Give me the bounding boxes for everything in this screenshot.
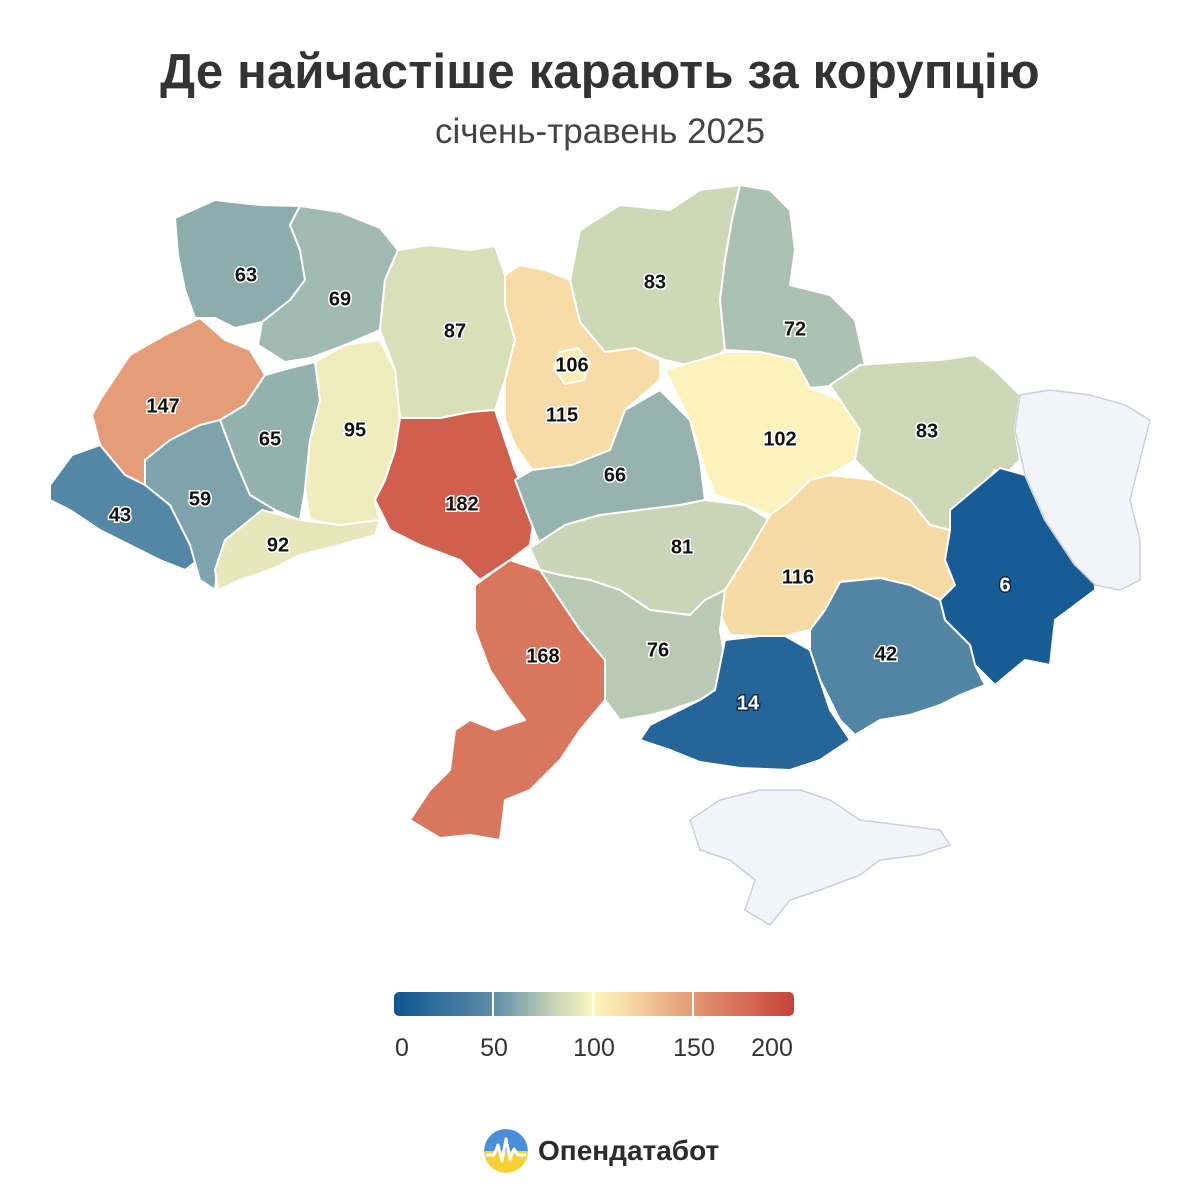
brand-name: Опендатабот: [538, 1135, 720, 1166]
map-value-labels: 63 69 87 115 106 83 72 147 65 95 182 66 102 83 43 59 92 8…: [107, 263, 1012, 716]
map-regions: [49, 184, 1151, 926]
brand: Опендатабот: [484, 1128, 719, 1174]
region-житомирська: [379, 244, 516, 419]
value-label-вінницька: 182: [445, 493, 478, 515]
value-label-чернівецька: 92: [267, 534, 289, 556]
value-label-київська: 115: [546, 404, 578, 426]
value-label-закарпатська: 43: [109, 504, 131, 526]
value-label-дніпропетровська: 116: [782, 566, 814, 588]
value-label-волинська: 63: [235, 264, 257, 286]
value-label-одеська: 168: [526, 645, 559, 667]
legend-label-0: 0: [395, 1034, 409, 1062]
region-херсонська: [639, 635, 851, 771]
value-label-тернопільська: 65: [259, 428, 281, 450]
value-label-рівненська: 69: [329, 288, 351, 310]
ukraine-map: 63 69 87 115 106 83 72 147 65 95 182 66 102 83 43 59 92 8…: [49, 184, 1151, 926]
value-label-львівська: 147: [146, 395, 179, 417]
region-рівненська: [257, 205, 399, 363]
map-subtitle: січень-травень 2025: [435, 112, 765, 151]
value-label-миколаївська: 76: [647, 639, 669, 661]
opendatabot-logo-icon: [484, 1129, 528, 1173]
legend-label-200: 200: [751, 1034, 793, 1062]
value-label-м-київ: 106: [555, 354, 588, 376]
region-луганська: [1014, 389, 1151, 591]
value-label-донецька: 6: [999, 574, 1010, 596]
region-ар-крим: [689, 789, 951, 926]
map-title: Де найчастіше карають за корупцію: [160, 45, 1040, 99]
value-label-полтавська: 102: [763, 428, 796, 450]
value-label-кіровоградська: 81: [671, 536, 693, 558]
value-label-івано-франківська: 59: [189, 488, 211, 510]
value-label-хмельницька: 95: [344, 419, 366, 441]
region-м-київ: [553, 347, 591, 385]
value-label-чернігівська: 83: [644, 271, 666, 293]
legend-tick-mark: [592, 992, 594, 1016]
value-label-сумська: 72: [784, 318, 806, 340]
color-scale-bar: [394, 992, 794, 1016]
legend-label-150: 150: [673, 1034, 715, 1062]
region-чернівецька: [214, 509, 381, 591]
legend-label-100: 100: [573, 1034, 615, 1062]
value-label-запорізька: 42: [875, 643, 897, 665]
legend-label-50: 50: [480, 1034, 508, 1062]
value-label-житомирська: 87: [444, 320, 466, 342]
legend-tick-mark: [492, 992, 494, 1016]
value-label-харківська: 83: [916, 420, 938, 442]
legend-tick-mark: [692, 992, 694, 1016]
value-label-херсонська: 14: [737, 692, 760, 714]
region-запорізька: [809, 577, 986, 736]
value-label-черкаська: 66: [604, 464, 626, 486]
region-полтавська: [664, 351, 861, 516]
